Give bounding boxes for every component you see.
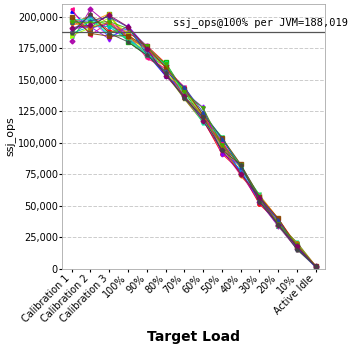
Text: ssj_ops@100% per JVM=188,019: ssj_ops@100% per JVM=188,019 [173, 17, 348, 28]
Y-axis label: ssj_ops: ssj_ops [4, 117, 15, 156]
X-axis label: Target Load: Target Load [147, 330, 240, 344]
